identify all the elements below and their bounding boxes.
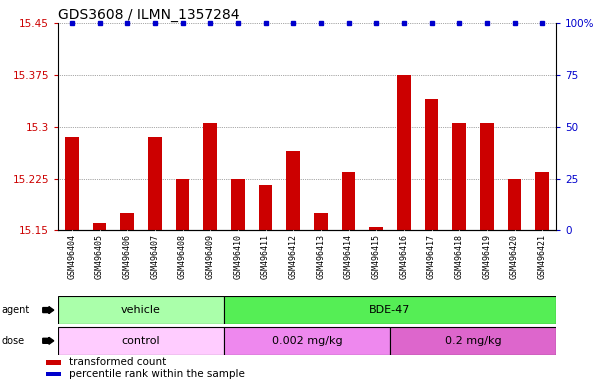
Bar bbox=[46, 360, 61, 365]
Text: GSM496413: GSM496413 bbox=[316, 233, 326, 279]
Text: GSM496415: GSM496415 bbox=[371, 233, 381, 279]
Text: control: control bbox=[122, 336, 160, 346]
Bar bbox=[93, 223, 106, 230]
Bar bbox=[390, 327, 556, 355]
Bar bbox=[231, 179, 245, 230]
Text: GSM496417: GSM496417 bbox=[427, 233, 436, 279]
Bar bbox=[120, 213, 134, 230]
Bar bbox=[224, 296, 556, 324]
Text: GSM496409: GSM496409 bbox=[206, 233, 214, 279]
Bar bbox=[535, 172, 549, 230]
Text: GSM496405: GSM496405 bbox=[95, 233, 104, 279]
Text: GSM496407: GSM496407 bbox=[150, 233, 159, 279]
Text: GSM496416: GSM496416 bbox=[400, 233, 408, 279]
Bar bbox=[397, 75, 411, 230]
Text: GSM496418: GSM496418 bbox=[455, 233, 464, 279]
Bar bbox=[258, 185, 273, 230]
Bar bbox=[224, 327, 390, 355]
Bar bbox=[58, 296, 224, 324]
Bar bbox=[46, 372, 61, 376]
Text: 0.2 mg/kg: 0.2 mg/kg bbox=[445, 336, 502, 346]
Bar bbox=[314, 213, 327, 230]
Text: GSM496421: GSM496421 bbox=[538, 233, 547, 279]
Text: BDE-47: BDE-47 bbox=[369, 305, 411, 315]
Text: GSM496412: GSM496412 bbox=[288, 233, 298, 279]
Text: GSM496410: GSM496410 bbox=[233, 233, 243, 279]
Bar bbox=[175, 179, 189, 230]
Text: GSM496404: GSM496404 bbox=[67, 233, 76, 279]
Text: GDS3608 / ILMN_1357284: GDS3608 / ILMN_1357284 bbox=[58, 8, 240, 22]
Bar bbox=[508, 179, 521, 230]
Bar bbox=[58, 327, 224, 355]
Text: GSM496411: GSM496411 bbox=[261, 233, 270, 279]
Text: vehicle: vehicle bbox=[121, 305, 161, 315]
Text: GSM496419: GSM496419 bbox=[482, 233, 491, 279]
Text: GSM496406: GSM496406 bbox=[123, 233, 132, 279]
Bar bbox=[148, 137, 162, 230]
Text: GSM496420: GSM496420 bbox=[510, 233, 519, 279]
Bar bbox=[342, 172, 356, 230]
Text: transformed count: transformed count bbox=[69, 358, 166, 367]
Bar bbox=[65, 137, 79, 230]
Text: percentile rank within the sample: percentile rank within the sample bbox=[69, 369, 244, 379]
Text: dose: dose bbox=[1, 336, 24, 346]
Bar bbox=[480, 123, 494, 230]
Bar bbox=[452, 123, 466, 230]
Text: 0.002 mg/kg: 0.002 mg/kg bbox=[272, 336, 342, 346]
Bar bbox=[287, 151, 300, 230]
Text: agent: agent bbox=[1, 305, 29, 315]
Bar bbox=[203, 123, 217, 230]
Text: GSM496414: GSM496414 bbox=[344, 233, 353, 279]
Text: GSM496408: GSM496408 bbox=[178, 233, 187, 279]
Bar bbox=[369, 227, 383, 230]
Bar bbox=[425, 99, 439, 230]
